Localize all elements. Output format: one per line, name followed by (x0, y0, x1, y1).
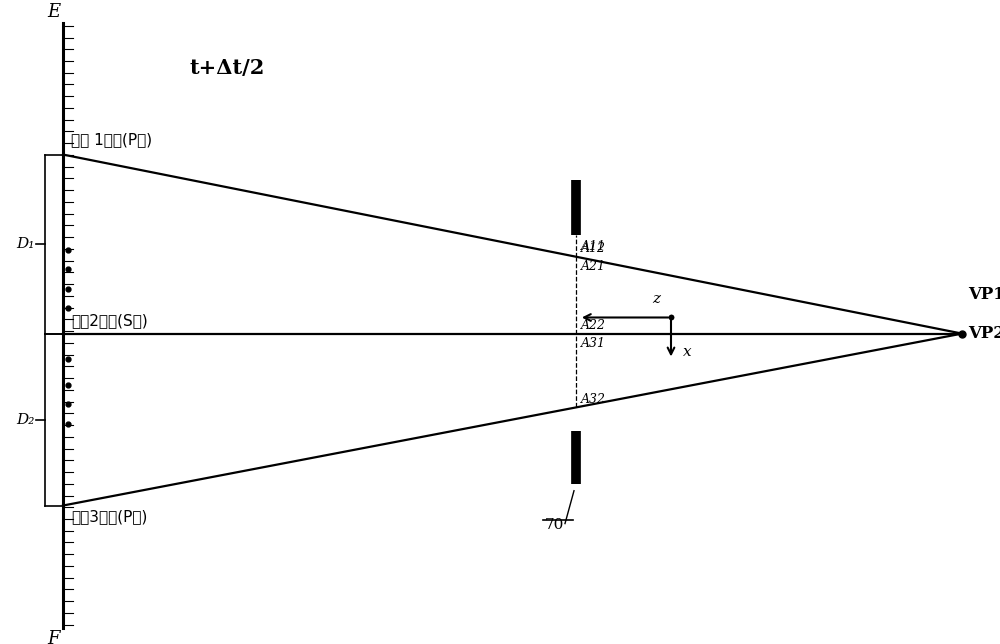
Text: A31: A31 (581, 337, 606, 350)
Text: 子屏 1虚像(P态): 子屏 1虚像(P态) (71, 132, 152, 147)
Text: D₁: D₁ (16, 237, 34, 251)
Text: D₂: D₂ (16, 413, 34, 426)
Text: z: z (652, 292, 660, 306)
Text: VP1: VP1 (968, 286, 1000, 303)
Text: 子屏2虚像(S态): 子屏2虚像(S态) (71, 314, 148, 328)
Text: F: F (48, 630, 60, 644)
Text: A22: A22 (581, 319, 606, 332)
Text: x: x (683, 345, 692, 359)
Text: 子屏3虚像(P态): 子屏3虚像(P态) (71, 509, 147, 524)
Text: A12: A12 (581, 242, 606, 256)
Text: A21: A21 (581, 260, 606, 273)
Text: E: E (47, 3, 60, 21)
Text: t+Δt/2: t+Δt/2 (190, 58, 265, 78)
Text: VP2: VP2 (968, 325, 1000, 342)
Text: 70: 70 (545, 518, 564, 533)
Text: A11: A11 (581, 240, 606, 253)
Text: A32: A32 (581, 393, 606, 406)
